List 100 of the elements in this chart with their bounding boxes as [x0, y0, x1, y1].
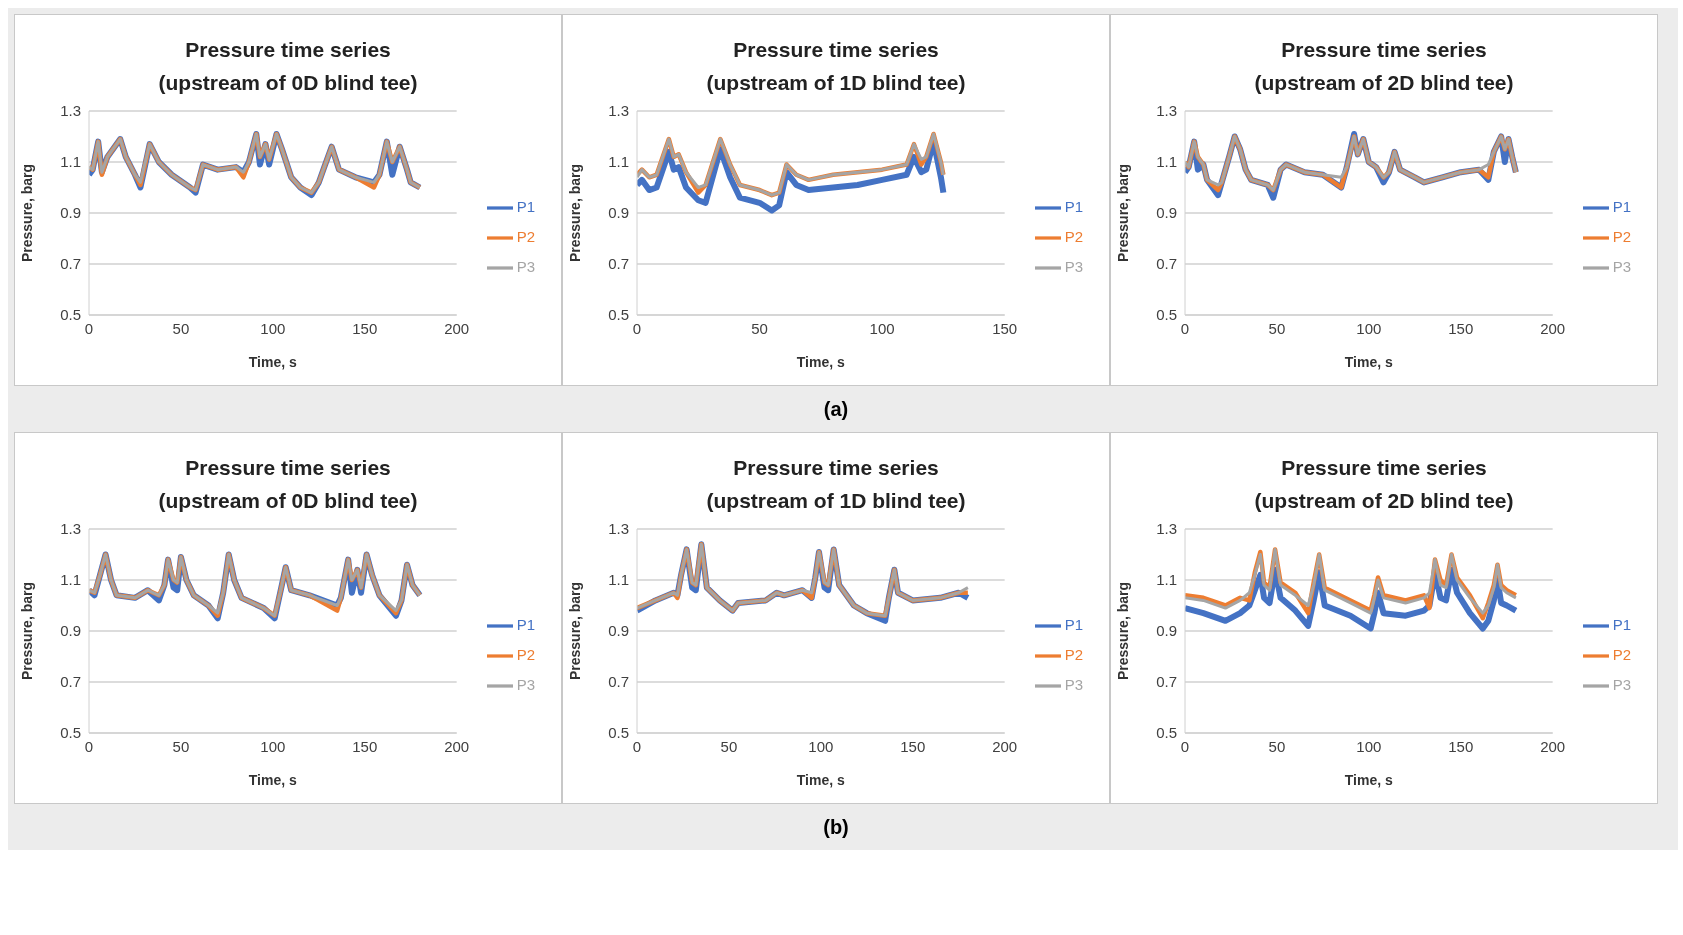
x-axis-title: Time, s	[1344, 354, 1394, 370]
x-tick-label: 50	[720, 737, 738, 755]
legend-label: P2	[516, 228, 535, 245]
y-tick-label: 0.9	[608, 204, 629, 222]
chart-title: Pressure time series	[184, 37, 392, 63]
y-tick-label: 0.9	[60, 622, 81, 640]
legend-label: P3	[1612, 676, 1631, 693]
legend-label: P1	[516, 616, 535, 633]
x-axis-title: Time, s	[248, 772, 298, 788]
x-tick-label: 200	[992, 737, 1018, 755]
y-axis-title: Pressure, barg	[18, 163, 35, 263]
x-tick-label: 100	[260, 737, 286, 755]
x-tick-label: 100	[260, 319, 286, 337]
x-tick-label: 0	[632, 319, 642, 337]
x-tick-label: 150	[352, 319, 378, 337]
y-tick-label: 0.5	[60, 306, 81, 324]
y-tick-label: 1.1	[1156, 153, 1177, 171]
y-tick-label: 1.3	[60, 520, 81, 538]
chart-title: Pressure time series	[732, 455, 940, 481]
x-tick-label: 0	[1180, 737, 1190, 755]
y-tick-label: 0.7	[608, 255, 629, 273]
x-tick-label: 0	[632, 737, 642, 755]
chart-title: Pressure time series	[1280, 455, 1488, 481]
legend-label: P2	[1064, 646, 1083, 663]
y-tick-label: 0.7	[1156, 673, 1177, 691]
x-tick-label: 100	[808, 737, 834, 755]
legend-label: P3	[1612, 258, 1631, 275]
y-tick-label: 0.7	[60, 673, 81, 691]
y-tick-label: 0.5	[1156, 724, 1177, 742]
y-axis-title: Pressure, barg	[566, 163, 583, 263]
chart-title: Pressure time series	[732, 37, 940, 63]
y-tick-label: 0.9	[60, 204, 81, 222]
y-tick-label: 0.5	[608, 724, 629, 742]
x-tick-label: 200	[444, 737, 470, 755]
y-tick-label: 0.9	[608, 622, 629, 640]
chart-subtitle: (upstream of 1D blind tee)	[705, 70, 967, 96]
text: (b)	[823, 815, 849, 839]
y-tick-label: 1.1	[608, 571, 629, 589]
legend-label: P2	[1064, 228, 1083, 245]
x-axis-title: Time, s	[1344, 772, 1394, 788]
x-tick-label: 0	[84, 737, 94, 755]
y-tick-label: 1.1	[60, 153, 81, 171]
x-tick-label: 50	[751, 319, 768, 337]
x-axis-title: Time, s	[796, 772, 846, 788]
y-tick-label: 0.7	[1156, 255, 1177, 273]
x-axis-title: Time, s	[796, 354, 846, 370]
legend-label: P1	[1064, 616, 1083, 633]
x-tick-label: 50	[172, 737, 190, 755]
y-axis-title: Pressure, barg	[1114, 581, 1131, 681]
legend-label: P2	[1612, 646, 1631, 663]
y-tick-label: 1.3	[1156, 102, 1177, 120]
legend-label: P1	[1612, 198, 1631, 215]
y-tick-label: 0.7	[60, 255, 81, 273]
x-tick-label: 200	[1540, 319, 1566, 337]
x-tick-label: 150	[1448, 319, 1474, 337]
x-tick-label: 150	[900, 737, 926, 755]
x-tick-label: 0	[1180, 319, 1190, 337]
y-tick-label: 1.1	[608, 153, 629, 171]
x-axis-title: Time, s	[248, 354, 298, 370]
y-tick-label: 1.3	[608, 520, 629, 538]
x-tick-label: 50	[172, 319, 190, 337]
text: (a)	[823, 397, 849, 421]
y-axis-title: Pressure, barg	[566, 581, 583, 681]
y-tick-label: 1.3	[60, 102, 81, 120]
y-tick-label: 0.5	[60, 724, 81, 742]
y-tick-label: 0.9	[1156, 622, 1177, 640]
chart-subtitle: (upstream of 1D blind tee)	[705, 488, 967, 514]
y-tick-label: 1.3	[1156, 520, 1177, 538]
y-tick-label: 0.9	[1156, 204, 1177, 222]
legend-label: P3	[1064, 258, 1083, 275]
y-tick-label: 1.3	[608, 102, 629, 120]
y-tick-label: 0.7	[608, 673, 629, 691]
y-tick-label: 0.5	[608, 306, 629, 324]
y-tick-label: 0.5	[1156, 306, 1177, 324]
x-tick-label: 150	[352, 737, 378, 755]
chart-subtitle: (upstream of 0D blind tee)	[157, 70, 419, 96]
chart-subtitle: (upstream of 2D blind tee)	[1253, 488, 1515, 514]
legend-label: P1	[1064, 198, 1083, 215]
x-tick-label: 100	[1356, 737, 1382, 755]
x-tick-label: 150	[992, 319, 1018, 337]
x-tick-label: 100	[869, 319, 895, 337]
x-tick-label: 50	[1268, 737, 1286, 755]
legend-label: P2	[1612, 228, 1631, 245]
chart-subtitle: (upstream of 2D blind tee)	[1253, 70, 1515, 96]
legend-label: P1	[1612, 616, 1631, 633]
chart-subtitle: (upstream of 0D blind tee)	[157, 488, 419, 514]
x-tick-label: 200	[444, 319, 470, 337]
x-tick-label: 50	[1268, 319, 1286, 337]
legend-label: P1	[516, 198, 535, 215]
y-axis-title: Pressure, barg	[1114, 163, 1131, 263]
y-axis-title: Pressure, barg	[18, 581, 35, 681]
x-tick-label: 150	[1448, 737, 1474, 755]
chart-title: Pressure time series	[1280, 37, 1488, 63]
chart-title: Pressure time series	[184, 455, 392, 481]
x-tick-label: 100	[1356, 319, 1382, 337]
legend-label: P3	[516, 676, 535, 693]
y-tick-label: 1.1	[60, 571, 81, 589]
x-tick-label: 0	[84, 319, 94, 337]
legend-label: P3	[516, 258, 535, 275]
legend-label: P2	[516, 646, 535, 663]
